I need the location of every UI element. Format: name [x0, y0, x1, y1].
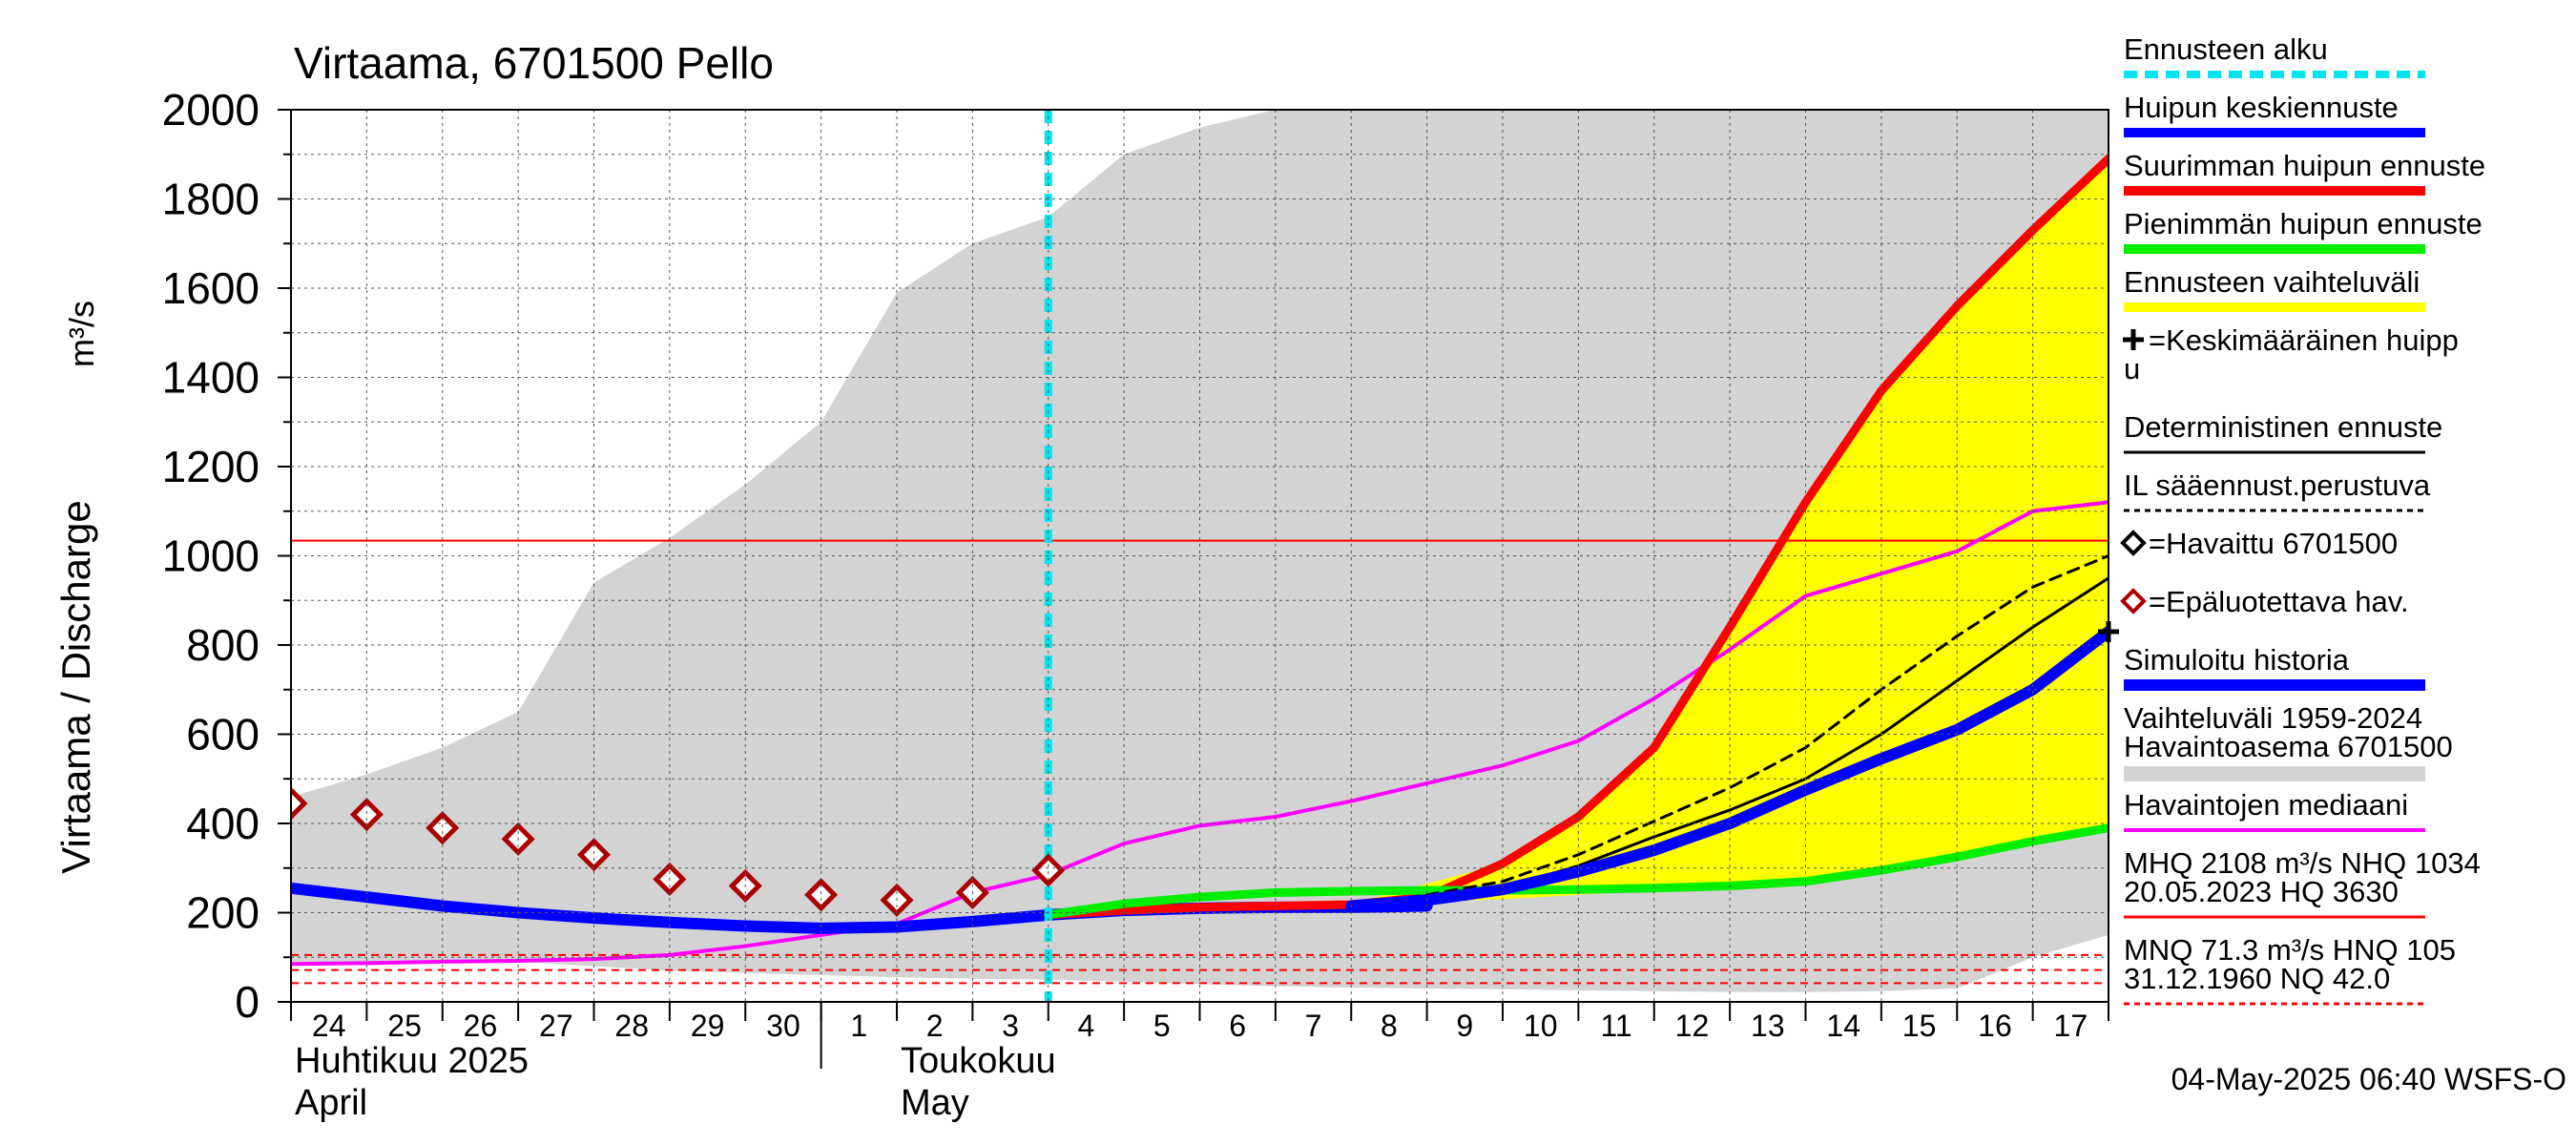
plus-icon: [2123, 329, 2144, 350]
series-huipun-keskiennuste: [1345, 625, 2109, 912]
x-tick-label: 6: [1229, 1009, 1246, 1043]
y-tick-label: 800: [186, 620, 260, 670]
legend-label-line2: u: [2124, 352, 2140, 385]
legend-label: =Keskimääräinen huipp: [2149, 323, 2459, 357]
diamond-icon: [2120, 588, 2147, 614]
x-tick-label: 10: [1524, 1009, 1558, 1043]
y-tick-label: 600: [186, 710, 260, 760]
observation-marker: [1031, 853, 1066, 887]
y-tick-label: 1800: [162, 175, 260, 224]
legend-label-line2: 31.12.1960 NQ 42.0: [2124, 962, 2390, 995]
series-suurimman-huipun-ennuste: [1044, 154, 2109, 920]
legend-label: Ennusteen alku: [2124, 32, 2328, 66]
x-tick-label: 11: [1600, 1009, 1631, 1043]
series-il-sääennust-perustuva: [1349, 554, 2109, 907]
x-tick-label: 28: [614, 1009, 649, 1043]
x-tick-label: 9: [1456, 1009, 1473, 1043]
month-label: Huhtikuu 2025: [295, 1041, 529, 1081]
legend-label-line2: 20.05.2023 HQ 3630: [2124, 875, 2399, 908]
forecast-range-band: [1351, 158, 2109, 905]
observation-marker: [291, 786, 308, 821]
x-tick-label: 16: [1978, 1009, 2012, 1043]
x-tick-label: 30: [766, 1009, 800, 1043]
x-tick-label: 3: [1002, 1009, 1019, 1043]
timestamp: 04-May-2025 06:40 WSFS-O: [2171, 1062, 2566, 1096]
y-tick-label: 2000: [162, 85, 260, 135]
x-tick-label: 14: [1826, 1009, 1860, 1043]
legend-swatch: [2124, 766, 2425, 781]
month-label: Toukokuu: [901, 1041, 1056, 1081]
diamond-icon: [2120, 530, 2147, 556]
y-axis-label: Virtaama / Discharge: [53, 500, 98, 873]
y-tick-label: 200: [186, 888, 260, 938]
y-tick-label: 1600: [162, 263, 260, 313]
observation-marker: [349, 798, 384, 832]
x-tick-label: 7: [1305, 1009, 1322, 1043]
legend-label: IL sääennust.perustuva: [2124, 468, 2431, 502]
series-pienimmän-huipun-ennuste: [1044, 823, 2109, 920]
legend-label: Suurimman huipun ennuste: [2124, 149, 2485, 182]
legend-label: Havaintojen mediaani: [2124, 788, 2408, 822]
y-axis-unit: m³/s: [62, 301, 101, 367]
y-tick-label: 1000: [162, 531, 260, 581]
legend-label: =Epäluotettava hav.: [2149, 585, 2409, 618]
x-tick-label: 12: [1675, 1009, 1710, 1043]
x-tick-label: 27: [539, 1009, 573, 1043]
x-tick-label: 15: [1902, 1009, 1937, 1043]
legend-label: Simuloitu historia: [2124, 643, 2350, 677]
x-tick-label: 8: [1381, 1009, 1398, 1043]
x-tick-label: 4: [1078, 1009, 1095, 1043]
x-tick-label: 17: [2054, 1009, 2088, 1043]
y-tick-label: 1200: [162, 442, 260, 491]
x-tick-label: 24: [312, 1009, 346, 1043]
x-tick-label: 13: [1751, 1009, 1785, 1043]
legend-label-line2: Havaintoasema 6701500: [2124, 730, 2453, 763]
x-tick-label: 2: [926, 1009, 944, 1043]
legend-label: Deterministinen ennuste: [2124, 410, 2442, 444]
month-label-english: May: [901, 1083, 969, 1123]
legend-label: =Havaittu 6701500: [2149, 527, 2398, 560]
x-tick-label: 5: [1153, 1009, 1171, 1043]
x-tick-label: 1: [850, 1009, 867, 1043]
y-tick-label: 0: [235, 977, 260, 1027]
x-tick-label: 26: [464, 1009, 498, 1043]
x-tick-label: 25: [387, 1009, 422, 1043]
chart-title: Virtaama, 6701500 Pello: [294, 38, 774, 88]
legend-label: Ennusteen vaihteluväli: [2124, 265, 2420, 299]
y-tick-label: 1400: [162, 353, 260, 403]
month-label-english: April: [295, 1083, 367, 1123]
y-tick-label: 400: [186, 799, 260, 848]
legend-label: MNQ 71.3 m³/s HNQ 105: [2124, 933, 2456, 967]
legend-label: Huipun keskiennuste: [2124, 91, 2399, 124]
legend-label: Vaihteluväli 1959-2024: [2124, 701, 2422, 735]
observation-marker: [804, 878, 839, 912]
x-tick-label: 29: [691, 1009, 725, 1043]
legend-label: Pienimmän huipun ennuste: [2124, 207, 2483, 240]
legend-label: MHQ 2108 m³/s NHQ 1034: [2124, 846, 2481, 880]
